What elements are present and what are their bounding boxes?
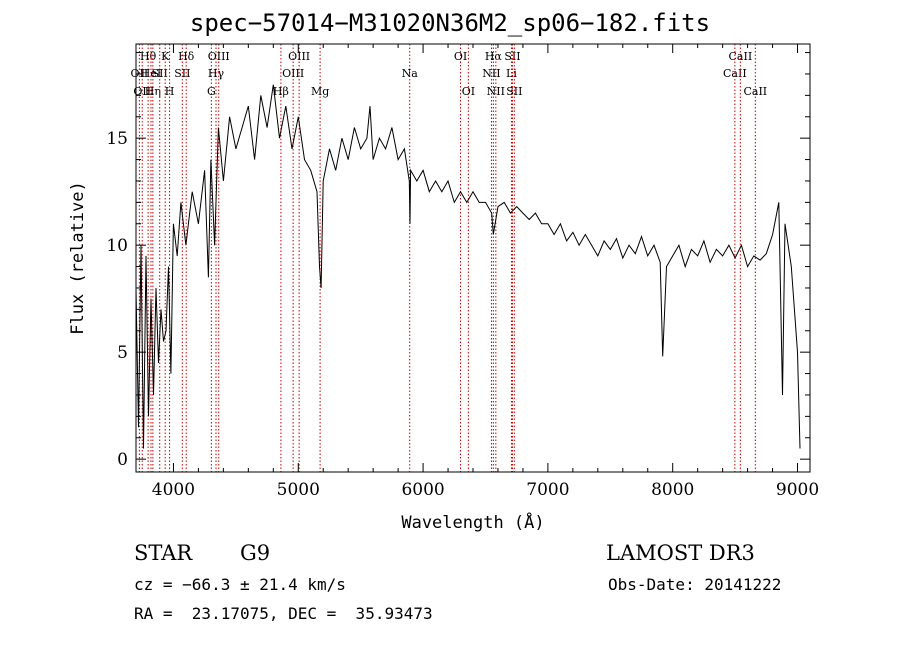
line-label-19: OI: [462, 85, 475, 98]
line-label-21: Hα: [485, 50, 503, 63]
line-label-6: K: [161, 50, 170, 63]
y-tick-label: 0: [117, 450, 128, 470]
y-tick-label: 10: [106, 236, 128, 256]
x-tick-label: 5000: [277, 480, 320, 500]
line-label-11: Hγ: [208, 67, 225, 80]
line-label-22: NII: [487, 85, 505, 98]
x-tick-label: 8000: [651, 480, 694, 500]
line-label-8: SII: [174, 67, 190, 80]
line-label-27: CaII: [729, 50, 753, 63]
observation-date: Obs-Date: 20141222: [608, 575, 782, 594]
x-tick-label: 4000: [152, 480, 195, 500]
coordinates: RA = 23.17075, DEC = 35.93473: [134, 604, 433, 623]
x-tick-label: 9000: [776, 480, 819, 500]
x-tick-label: 6000: [401, 480, 444, 500]
survey-name: LAMOST DR3: [606, 541, 755, 565]
line-label-26: CaII: [723, 67, 747, 80]
y-axis-title: Flux (relative): [68, 181, 88, 335]
spectral-line-markers: OIIOIIHθHeIHηSIIKHSIIHδGHγOIIIHβOIIIOIII…: [131, 44, 767, 472]
chart-title: spec−57014−M31020N36M2_sp06−182.fits: [189, 9, 711, 37]
x-axis: 4000 5000 6000 7000 8000 9000: [152, 44, 819, 500]
line-label-28: CaII: [743, 85, 767, 98]
line-label-17: Na: [402, 67, 419, 80]
line-label-12: OIII: [208, 50, 230, 63]
line-label-20: NII: [482, 67, 500, 80]
line-label-10: G: [207, 85, 216, 98]
y-tick-label: 15: [106, 129, 128, 149]
line-label-4: Hη: [145, 85, 161, 98]
x-tick-label: 7000: [526, 480, 569, 500]
line-label-9: Hδ: [178, 50, 195, 63]
line-label-5: SII: [152, 67, 168, 80]
line-label-2: Hθ: [140, 50, 157, 63]
line-label-14: OIII: [282, 67, 304, 80]
line-label-1: OII: [133, 85, 151, 98]
y-tick-label: 5: [117, 343, 128, 363]
line-label-7: H: [165, 85, 175, 98]
spectrum-series-line: [135, 84, 801, 449]
line-label-25: SII: [506, 85, 522, 98]
line-label-15: OIII: [288, 50, 310, 63]
line-label-24: SII: [504, 50, 520, 63]
line-label-3: HeI: [141, 67, 161, 80]
y-axis: 0 5 10 15: [106, 52, 810, 470]
line-label-18: OI: [454, 50, 467, 63]
line-label-16: Mg: [311, 85, 329, 98]
object-subclass: G9: [240, 541, 271, 565]
line-label-23: Li: [506, 67, 517, 80]
redshift-velocity: cz = −66.3 ± 21.4 km/s: [134, 575, 346, 594]
object-class: STAR: [134, 541, 193, 565]
x-axis-title: Wavelength (Å): [401, 511, 544, 533]
line-label-13: Hβ: [273, 85, 289, 98]
